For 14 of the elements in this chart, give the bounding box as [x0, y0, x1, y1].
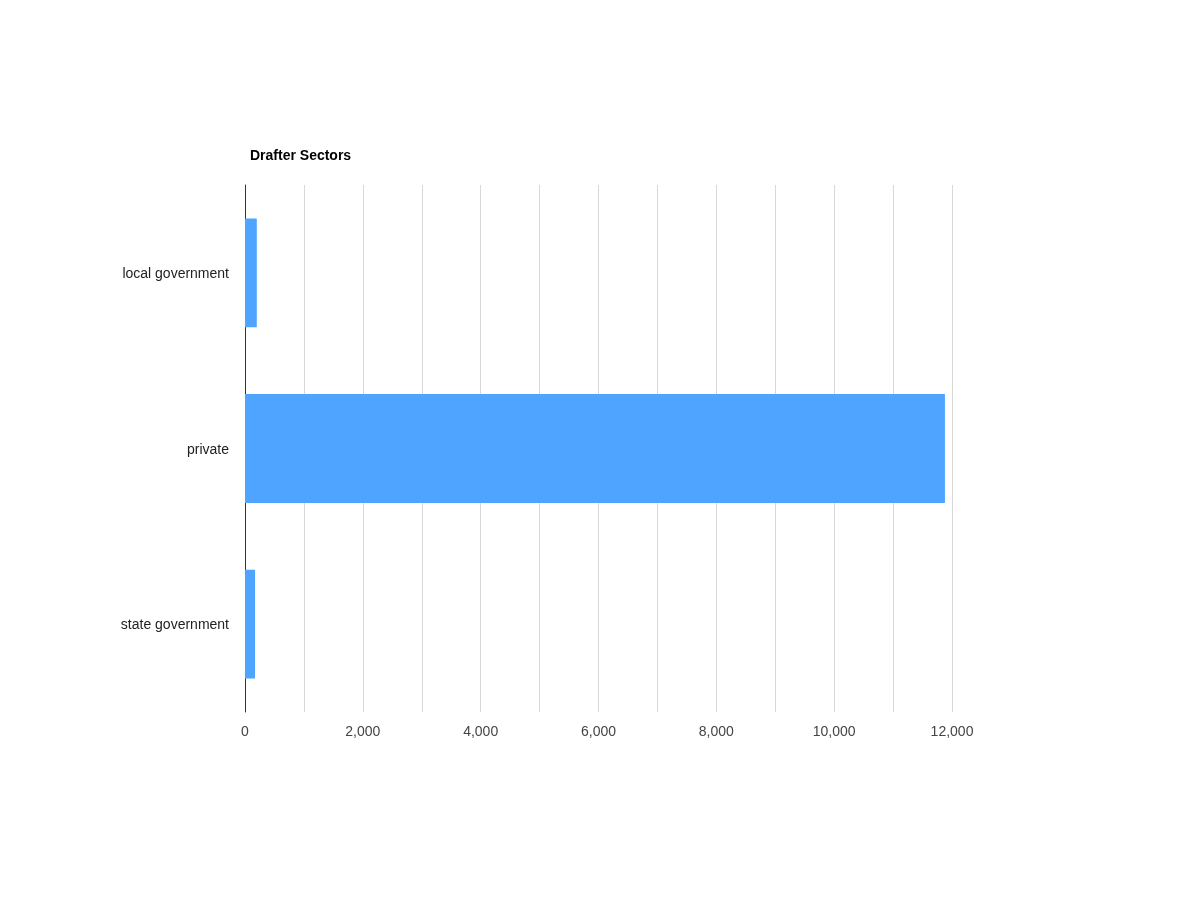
bar	[245, 218, 257, 328]
chart-title: Drafter Sectors	[250, 147, 352, 163]
y-tick-label: local government	[122, 264, 230, 281]
x-tick-label: 4,000	[463, 723, 499, 739]
x-tick-label: 0	[241, 723, 250, 739]
x-tick-label: 12,000	[930, 723, 974, 739]
x-tick-label: 2,000	[345, 723, 381, 739]
bar	[245, 394, 945, 503]
x-tick-label: 6,000	[580, 723, 617, 739]
y-tick-label: state government	[120, 616, 230, 633]
x-tick-label: 10,000	[812, 723, 856, 739]
y-tick-label: private	[186, 440, 230, 457]
x-tick-label: 8,000	[698, 723, 735, 739]
bar	[245, 569, 256, 679]
